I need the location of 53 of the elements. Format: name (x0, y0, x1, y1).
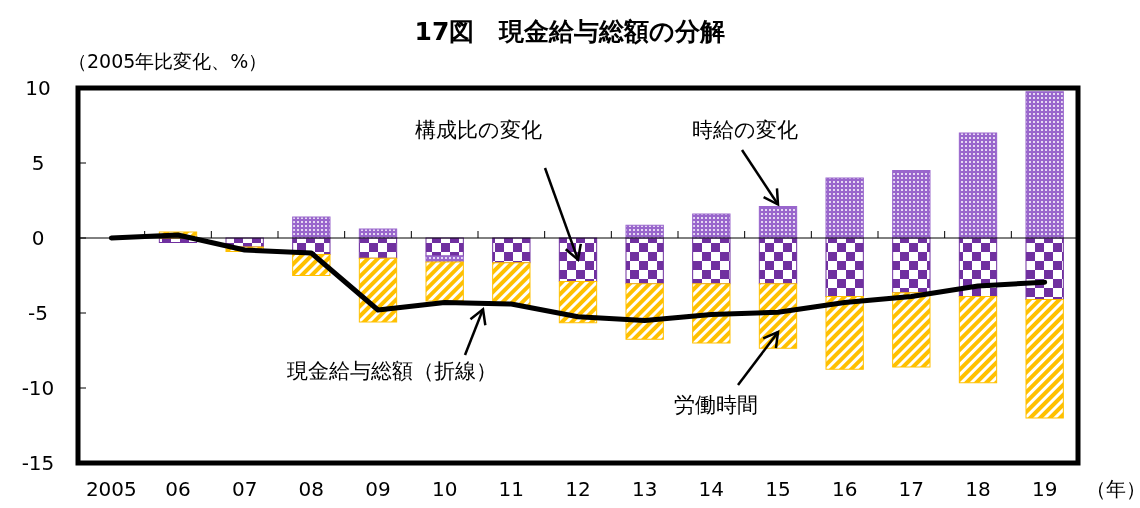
chart-title: 17図 現金給与総額の分解 (414, 17, 726, 46)
x-tick-label: 18 (965, 477, 991, 501)
bar (358, 228, 398, 239)
x-tick-label: 15 (765, 477, 791, 501)
text: 時給の変化 (692, 118, 798, 142)
x-tick-label: 2005 (85, 477, 137, 501)
bar (625, 237, 664, 285)
bar (692, 213, 731, 239)
x-tick-label: 07 (231, 477, 258, 501)
bar (958, 296, 998, 384)
y-axis-title: （2005年比変化、%） (68, 50, 268, 72)
x-tick-label: 10 (431, 477, 458, 501)
bar (758, 237, 798, 285)
bar (425, 261, 464, 302)
bar (892, 237, 931, 294)
bar (892, 170, 931, 239)
bar (292, 216, 331, 239)
text: 労働時間 (674, 393, 758, 417)
x-tick-label: 13 (631, 477, 658, 501)
x-tick-label: 09 (365, 477, 391, 501)
y-tick-label: -10 (21, 376, 55, 400)
y-tick-label: 5 (31, 151, 45, 175)
y-tick-label: -5 (28, 301, 48, 325)
x-tick-label: 17 (898, 477, 925, 501)
bar (1025, 237, 1064, 300)
x-tick-label: 08 (298, 477, 325, 501)
bar (358, 257, 398, 323)
y-tick-label: 10 (25, 76, 51, 100)
x-tick-label: 12 (565, 477, 591, 501)
bar (692, 237, 731, 285)
x-axis-title: （年） (1086, 477, 1140, 501)
x-tick-label: 06 (165, 477, 191, 501)
bar (825, 237, 864, 297)
bar (558, 237, 598, 282)
x-tick-label: 16 (831, 477, 858, 501)
x-tick-label: 14 (698, 477, 725, 501)
bar (892, 292, 931, 368)
bar (1025, 91, 1064, 239)
y-tick-label: 0 (31, 226, 45, 250)
legend-label: 現金給与総額（折線） (287, 359, 497, 383)
bar (958, 132, 998, 239)
bar (825, 296, 864, 370)
x-tick-label: 19 (1031, 477, 1058, 501)
x-tick-label: 11 (498, 477, 525, 501)
bar (825, 177, 864, 239)
y-tick-label: -15 (21, 451, 55, 475)
text: 構成比の変化 (414, 118, 542, 142)
bar (492, 237, 531, 264)
bar (492, 262, 531, 306)
bar (625, 283, 664, 340)
bar (692, 283, 731, 344)
bar (1025, 299, 1064, 419)
bar (758, 206, 798, 239)
